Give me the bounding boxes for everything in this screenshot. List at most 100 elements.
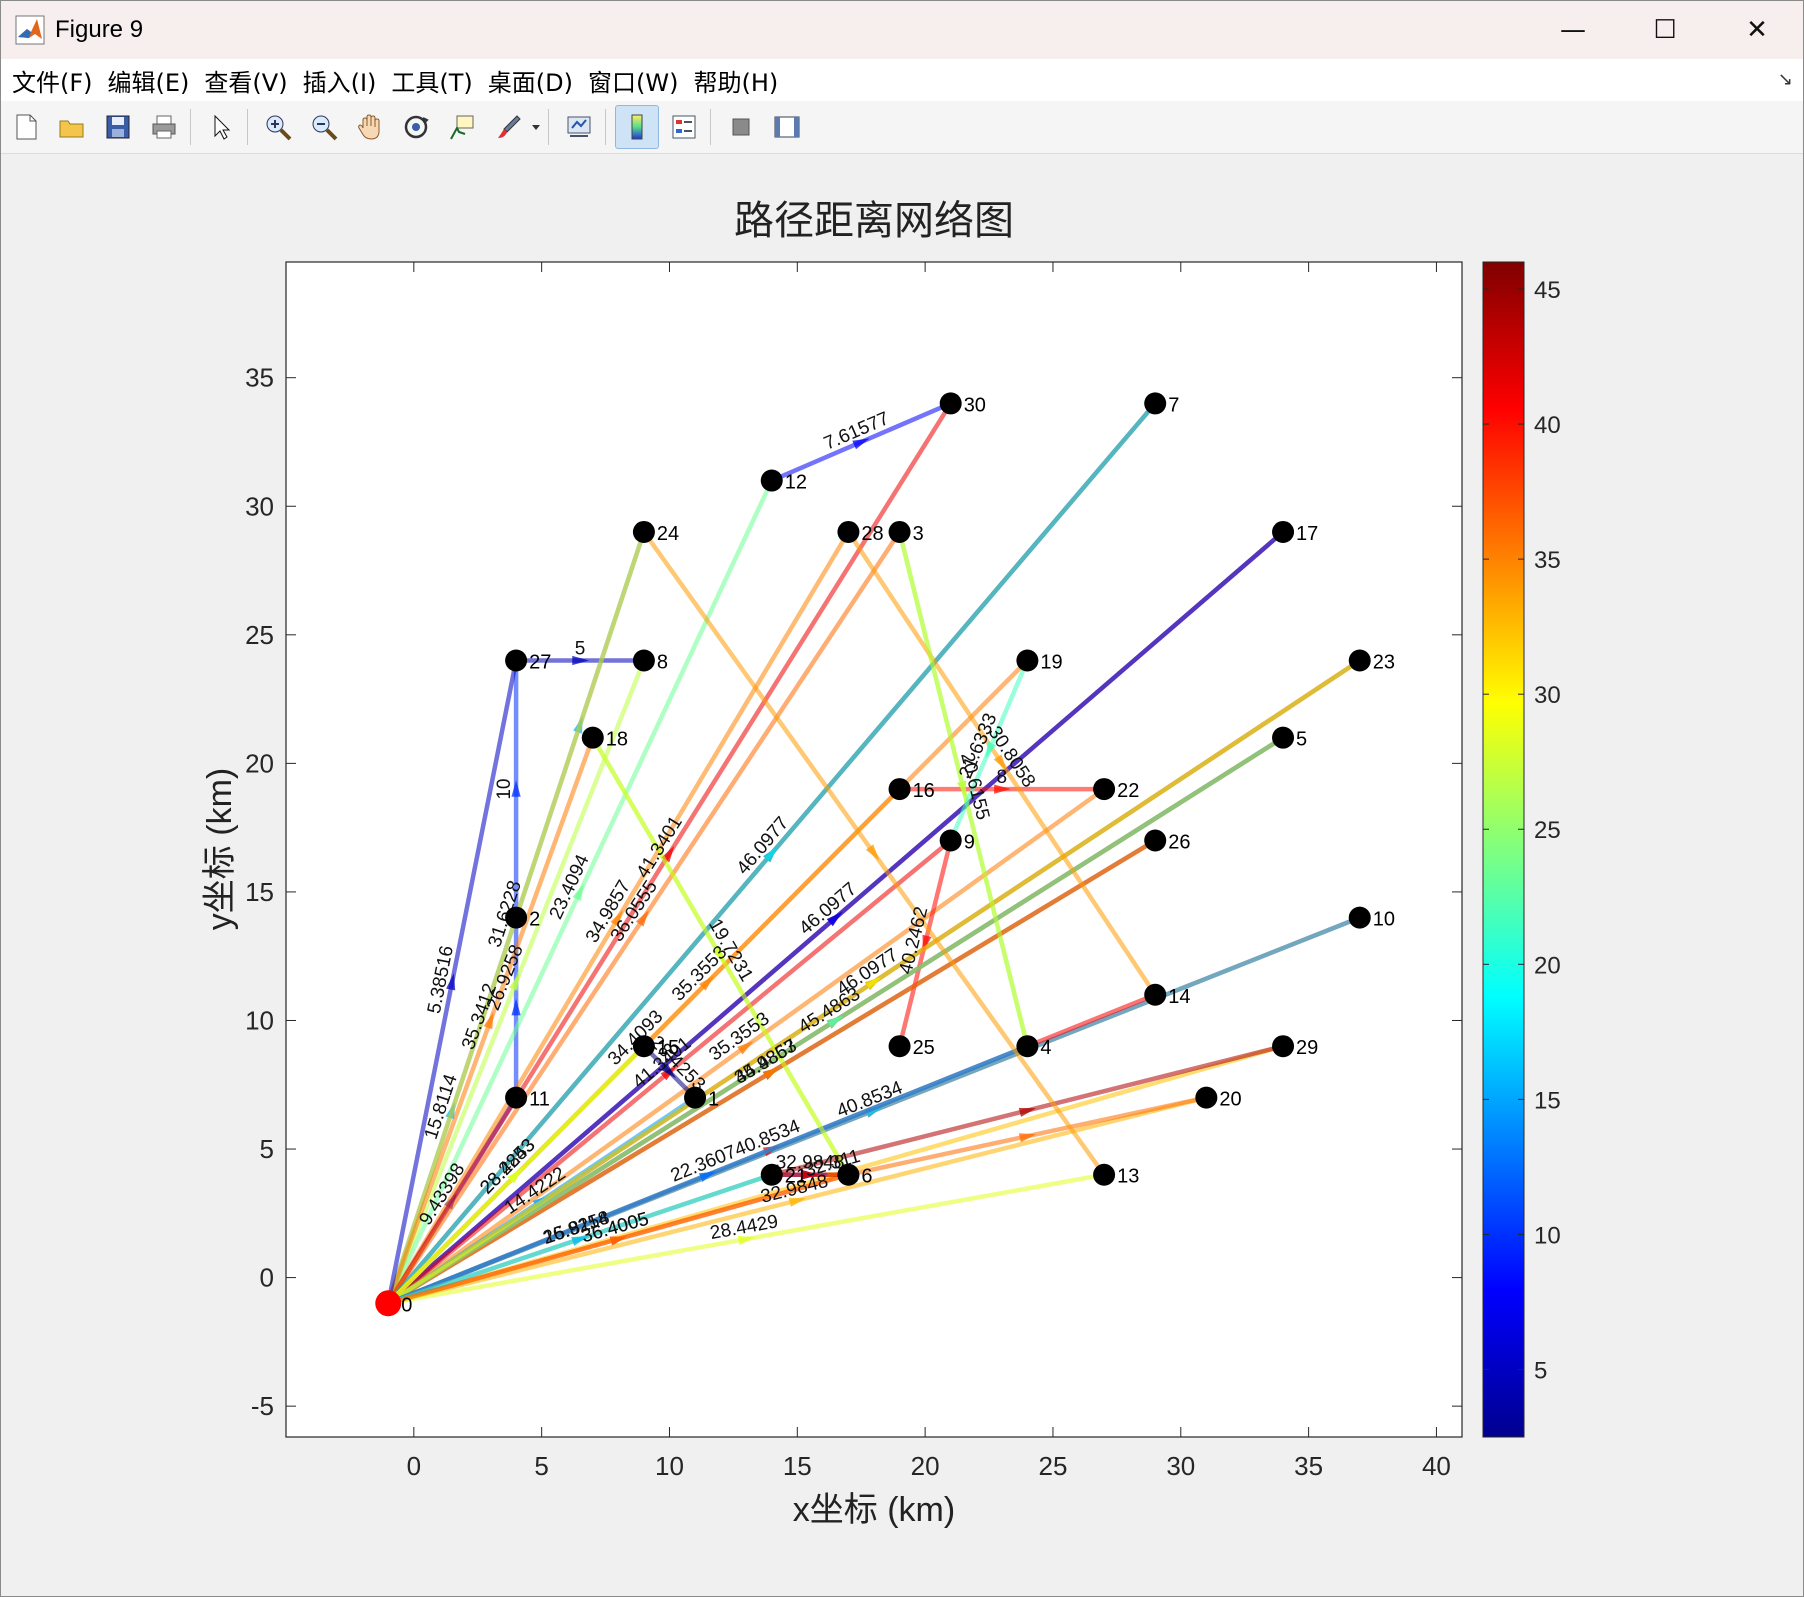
show-plot-tools-icon[interactable] (766, 106, 808, 148)
edge-arrow (571, 1236, 589, 1246)
customer-node (1348, 649, 1371, 672)
pan-hand-icon[interactable] (349, 106, 391, 148)
colorbar-tick-label: 45 (1534, 277, 1561, 304)
node-id-label: 30 (964, 394, 986, 416)
edge-arrow (993, 754, 1007, 771)
x-tick-label: 40 (1422, 1451, 1451, 1481)
edge-arrow (511, 780, 521, 797)
colorbar-tick-label: 30 (1534, 682, 1561, 709)
node-id-label: 29 (1296, 1037, 1318, 1059)
toolbar-separator (190, 109, 191, 145)
customer-node (1272, 1035, 1295, 1058)
menu-insert[interactable]: 插入(I) (302, 68, 377, 97)
node-id-label: 4 (1040, 1037, 1051, 1059)
colorbar-icon[interactable] (615, 105, 659, 149)
close-button[interactable]: ✕ (1746, 15, 1768, 45)
zoom-in-icon[interactable] (257, 106, 299, 148)
y-axis-label: y坐标 (km) (201, 768, 239, 930)
edge-arrow (802, 1170, 820, 1180)
brush-icon[interactable] (487, 106, 529, 148)
colorbar-tick-label: 15 (1534, 1087, 1561, 1114)
link-plot-icon[interactable] (558, 106, 600, 148)
rotate-3d-icon[interactable] (395, 106, 437, 148)
data-cursor-icon[interactable] (441, 106, 483, 148)
node-id-label: 27 (529, 652, 551, 674)
edge-arrow (446, 973, 456, 991)
node-id-label: 17 (1296, 523, 1318, 545)
customer-node (760, 469, 783, 492)
menu-view[interactable]: 查看(V) (204, 68, 288, 97)
x-tick-label: 10 (655, 1451, 684, 1481)
node-id-label: 7 (1168, 394, 1179, 416)
pointer-icon[interactable] (200, 106, 242, 148)
menu-edit[interactable]: 编辑(E) (107, 68, 190, 97)
node-id-label: 21 (785, 1166, 807, 1188)
edge-arrow (957, 780, 967, 798)
y-tick-label: -5 (251, 1391, 274, 1421)
open-file-icon[interactable] (51, 106, 93, 148)
minimize-button[interactable]: — (1560, 15, 1586, 45)
edge-arrow (572, 883, 584, 901)
y-tick-label: 0 (260, 1263, 274, 1293)
node-id-label: 19 (1040, 652, 1062, 674)
node-id-label: 25 (913, 1037, 935, 1059)
dock-arrow-icon[interactable]: ↘ (1777, 69, 1793, 89)
node-id-label: 5 (1296, 729, 1307, 751)
title-bar: Figure 9 — ☐ ✕ (1, 1, 1803, 59)
menu-help[interactable]: 帮助(H) (693, 68, 779, 97)
edge-arrow (572, 655, 589, 666)
menu-bar: 文件(F) 编辑(E) 查看(V) 插入(I) 工具(T) 桌面(D) 窗口(W… (1, 59, 1803, 101)
y-tick-label: 15 (245, 877, 274, 907)
colorbar-tick-label: 10 (1534, 1222, 1561, 1249)
print-icon[interactable] (143, 106, 185, 148)
edge-arrow (483, 1012, 494, 1030)
depot-node (375, 1290, 402, 1317)
customer-node (632, 1035, 655, 1058)
network-chart: 路径距离网络图 0 5 10 15 20 25 30 35 40-505101520253035… (201, 199, 1561, 1529)
x-tick-label: 5 (534, 1451, 548, 1481)
matlab-logo-icon (15, 15, 45, 45)
y-tick-label: 5 (260, 1134, 274, 1164)
menu-desktop[interactable]: 桌面(D) (487, 68, 573, 97)
edge-arrow (507, 1168, 523, 1184)
new-figure-icon[interactable] (5, 106, 47, 148)
dropdown-arrow-icon[interactable] (529, 106, 543, 148)
hide-plot-tools-icon[interactable] (720, 106, 762, 148)
y-tick-label: 10 (245, 1005, 274, 1035)
menu-window[interactable]: 窗口(W) (588, 68, 679, 97)
maximize-button[interactable]: ☐ (1653, 15, 1677, 45)
edge-distance-label: 5 (575, 639, 586, 660)
colorbar-tick-label: 35 (1534, 547, 1561, 574)
y-tick-label: 25 (245, 620, 274, 650)
toolbar-separator (605, 109, 606, 145)
edge-arrow (1018, 1107, 1037, 1117)
customer-node (505, 649, 528, 672)
save-icon[interactable] (97, 106, 139, 148)
customer-node (760, 1163, 783, 1186)
edge-arrow (635, 910, 649, 927)
edge-arrow (609, 1236, 628, 1246)
customer-node (939, 392, 962, 415)
node-id-label: 15 (657, 1037, 679, 1059)
zoom-out-icon[interactable] (303, 106, 345, 148)
x-tick-label: 20 (911, 1451, 940, 1481)
edge-arrow (826, 1015, 844, 1029)
edge-distance-label: 8 (997, 767, 1008, 788)
node-id-label: 11 (529, 1089, 550, 1111)
edge-arrow (698, 1171, 717, 1182)
customer-node (888, 520, 911, 543)
toolbar-separator (548, 109, 549, 145)
x-tick-label: 30 (1166, 1451, 1195, 1481)
colorbar-tick-label: 5 (1534, 1357, 1547, 1384)
menu-file[interactable]: 文件(F) (12, 68, 93, 97)
x-tick-label: 0 (407, 1451, 421, 1481)
legend-icon[interactable] (663, 106, 705, 148)
menu-tools[interactable]: 工具(T) (391, 68, 473, 97)
edge-arrow (737, 1040, 754, 1055)
edge-arrow (508, 973, 520, 991)
customer-node (837, 520, 860, 543)
customer-node (888, 778, 911, 801)
toolbar-separator (247, 109, 248, 145)
node-id-label: 24 (657, 523, 679, 545)
